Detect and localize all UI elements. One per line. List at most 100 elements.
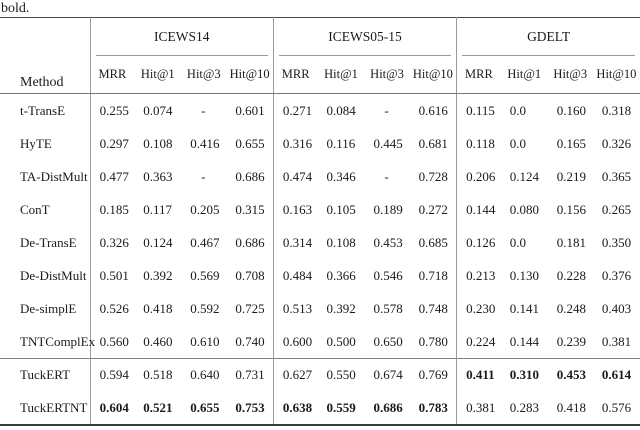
metric-header-gdelt-hit3: Hit@3 (547, 56, 593, 94)
table-row: De-simplE 0.526 0.418 0.592 0.725 0.513 0.392 0… (0, 292, 640, 326)
method-column-header-label: Method (20, 75, 64, 90)
table-row: De-DistMult 0.501 0.392 0.569 0.708 0.484 0.36… (0, 259, 640, 293)
value-cell: 0.686 (235, 235, 265, 250)
table-row: HyTE 0.297 0.108 0.416 0.655 0.316 0.116 0.445 0… (0, 127, 640, 161)
value-cell: 0.230 (456, 292, 501, 326)
value-cell: 0.550 (317, 358, 365, 392)
metric-header-gdelt-mrr: MRR (456, 56, 501, 94)
value-cell: 0.189 (373, 202, 403, 217)
value-cell: 0.576 (601, 399, 632, 415)
value-cell: 0.674 (364, 358, 410, 392)
value-cell: 0.604 (89, 391, 135, 425)
value-cell: 0.526 (89, 292, 135, 326)
value-cell: 0.783 (418, 399, 448, 415)
value-cell: 0.445 (373, 136, 403, 151)
metric-header-icews14-hit1: Hit@1 (134, 56, 182, 94)
value-cell: 0.569 (190, 268, 220, 283)
value-cell: 0.655 (190, 399, 220, 415)
table-row: TNTComplEx 0.560 0.460 0.610 0.740 0.600 0.500… (0, 325, 640, 359)
group-header-icews05-15: ICEWS05-15 (272, 17, 457, 56)
value-cell: 0.686 (373, 399, 403, 415)
metric-header-gdelt-hit10: Hit@10 (592, 56, 640, 94)
value-cell: 0.769 (409, 358, 457, 392)
value-cell: 0.271 (272, 93, 318, 128)
value-cell: 0.416 (190, 136, 220, 151)
value-cell: 0.627 (272, 358, 318, 392)
value-cell: 0.350 (601, 235, 632, 250)
method-cell: TuckERTNT (20, 399, 88, 415)
value-cell: 0.224 (456, 325, 501, 359)
value-cell: 0.500 (326, 333, 356, 349)
value-cell: 0.594 (89, 358, 135, 392)
method-column-header: Method (0, 17, 91, 94)
value-cell: 0.363 (143, 169, 173, 184)
table-caption-tail: bold. (1, 1, 30, 16)
value-cell: 0.130 (509, 268, 539, 283)
group-header-icews05-15-label: ICEWS05-15 (278, 18, 452, 56)
method-cell: TA-DistMult (20, 169, 88, 184)
value-cell: 0.381 (456, 391, 501, 425)
value-cell: 0.592 (190, 301, 220, 316)
value-cell: 0.0 (509, 235, 526, 250)
metric-header-icews14-hit10: Hit@10 (226, 56, 274, 94)
value-cell: 0.753 (235, 399, 265, 415)
table-row: ConT 0.185 0.117 0.205 0.315 0.163 0.105 0.189 0… (0, 193, 640, 227)
value-cell: 0.559 (326, 399, 356, 415)
value-cell: 0.740 (235, 333, 265, 349)
value-cell: 0.518 (134, 358, 182, 392)
value-cell: 0.141 (509, 301, 539, 316)
value-cell: 0.731 (226, 358, 274, 392)
value-cell: - (201, 169, 206, 184)
value-cell: 0.366 (326, 268, 356, 283)
method-cell: De-DistMult (20, 268, 87, 283)
value-cell: 0.546 (373, 268, 403, 283)
value-cell: 0.165 (556, 136, 587, 151)
value-cell: 0.392 (143, 268, 173, 283)
value-cell: 0.685 (418, 235, 448, 250)
metric-header-gdelt-hit1: Hit@1 (500, 56, 548, 94)
group-header-gdelt: GDELT (456, 17, 640, 56)
value-cell: 0.365 (601, 169, 632, 184)
value-cell: 0.686 (235, 169, 265, 184)
value-cell: 0.392 (326, 301, 356, 316)
value-cell: 0.116 (326, 136, 356, 151)
value-cell: 0.650 (373, 333, 403, 349)
value-cell: 0.655 (235, 136, 265, 151)
table-row: t-TransE 0.255 0.074 - 0.601 0.271 0.084 - 0.616… (0, 93, 640, 128)
group-header-row: Method ICEWS14 ICEWS05-15 GDELT (0, 17, 640, 94)
results-table: Method ICEWS14 ICEWS05-15 GDELT MRR Hit@… (0, 17, 640, 426)
value-cell: 0.748 (418, 301, 448, 316)
value-cell: 0.315 (235, 202, 265, 217)
value-cell: 0.265 (601, 202, 632, 217)
value-cell: 0.074 (143, 102, 173, 118)
value-cell: 0.718 (418, 268, 448, 283)
value-cell: - (384, 102, 389, 118)
value-cell: 0.460 (143, 333, 173, 349)
value-cell: 0.467 (190, 235, 220, 250)
value-cell: 0.578 (373, 301, 403, 316)
value-cell: 0.205 (190, 202, 220, 217)
value-cell: 0.0 (509, 136, 526, 151)
value-cell: 0.614 (592, 358, 640, 392)
metric-header-icews05-15-hit1: Hit@1 (317, 56, 365, 94)
value-cell: 0.115 (456, 93, 501, 128)
value-cell: 0.318 (601, 102, 632, 118)
metric-header-icews14-hit3: Hit@3 (181, 56, 227, 94)
value-cell: 0.381 (601, 333, 632, 349)
metric-header-icews05-15-mrr: MRR (272, 56, 318, 94)
value-cell: 0.118 (456, 127, 501, 161)
value-cell: 0.283 (509, 399, 539, 415)
value-cell: 0.477 (89, 160, 135, 194)
value-cell: 0.780 (418, 333, 448, 349)
metric-header-icews05-15-hit3: Hit@3 (364, 56, 410, 94)
value-cell: 0.228 (556, 268, 587, 283)
value-cell: 0.124 (143, 235, 173, 250)
value-cell: 0.638 (272, 391, 318, 425)
value-cell: 0.108 (326, 235, 356, 250)
value-cell: 0.163 (272, 193, 318, 227)
metric-header-icews05-15-hit10: Hit@10 (409, 56, 457, 94)
value-cell: 0.108 (143, 136, 173, 151)
group-header-icews14: ICEWS14 (89, 17, 274, 56)
table-row: De-TransE 0.326 0.124 0.467 0.686 0.314 0.108 0… (0, 226, 640, 260)
